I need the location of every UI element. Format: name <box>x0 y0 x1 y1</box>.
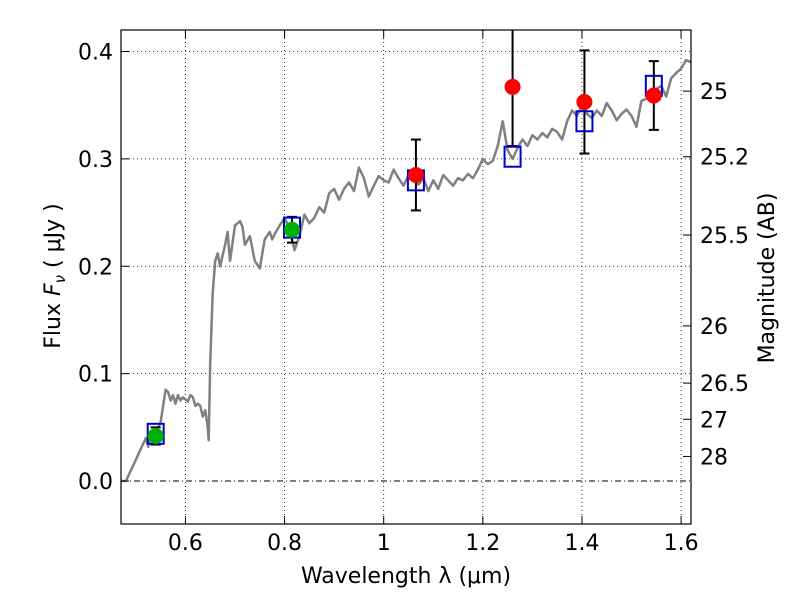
observed-flux-point <box>504 78 521 95</box>
magnitude-axis-ticks: 25 25.2 25.5 26 26.5 27 28 <box>683 80 749 470</box>
data-series <box>121 30 692 483</box>
y-tick-label: 0.4 <box>78 40 113 65</box>
y-axis-label-suffix: ( μJy ) <box>41 203 66 275</box>
observed-flux-point <box>284 221 300 238</box>
observed-flux-point <box>147 427 164 444</box>
magnitude-tick-label: 25.2 <box>700 146 749 171</box>
y-axis-label-prefix: Flux <box>41 296 66 349</box>
y-axis-label: Flux Fν ( μJy ) <box>41 203 69 348</box>
x-tick-label: 0.6 <box>168 531 203 556</box>
x-tick-label: 1.4 <box>564 531 599 556</box>
grid-lines <box>121 30 691 524</box>
y-axis-label-subscript: ν <box>51 275 69 283</box>
plot-frame <box>120 29 692 525</box>
model-photometry-square <box>503 145 522 168</box>
x-tick-label: 1.2 <box>465 531 500 556</box>
x-tick-label: 1 <box>377 531 391 556</box>
x-axis-ticks: 0.6 0.8 1 1.2 1.4 1.6 <box>168 30 699 556</box>
y-tick-label: 0.2 <box>78 255 113 280</box>
observed-flux-point <box>576 93 593 110</box>
y-axis-label-symbol: F <box>41 283 66 296</box>
magnitude-tick-label: 25 <box>700 80 728 105</box>
observed-flux-point <box>407 166 424 183</box>
model-sed-line <box>121 58 692 483</box>
x-axis-label: Wavelength λ (μm) <box>301 564 511 589</box>
y2-axis-label: Magnitude (AB) <box>755 193 780 364</box>
magnitude-tick-label: 28 <box>700 445 728 470</box>
model-photometry-square <box>575 110 594 133</box>
magnitude-tick-label: 27 <box>700 408 728 433</box>
magnitude-tick-label: 26 <box>700 315 728 340</box>
magnitude-tick-label: 25.5 <box>700 224 749 249</box>
y-axis-ticks: 0.0 0.1 0.2 0.3 0.4 <box>78 40 129 495</box>
magnitude-tick-label: 26.5 <box>700 372 749 397</box>
x-tick-label: 0.8 <box>267 531 302 556</box>
y-tick-label: 0.3 <box>78 148 113 173</box>
y-tick-label: 0.0 <box>78 470 113 495</box>
observed-flux-point <box>645 87 662 104</box>
x-tick-label: 1.6 <box>664 531 699 556</box>
y-tick-label: 0.1 <box>78 363 113 388</box>
